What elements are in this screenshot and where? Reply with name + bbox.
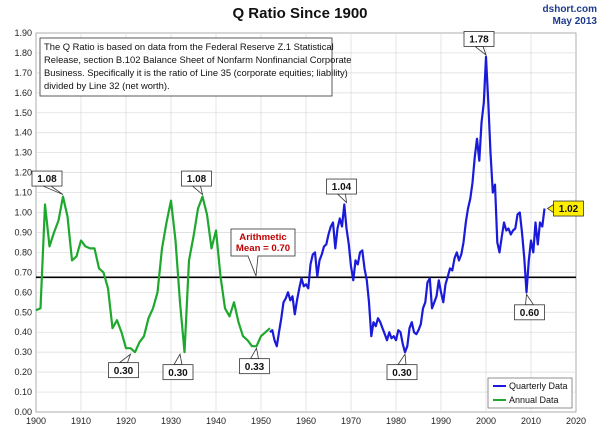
mean-label-frame <box>230 228 296 257</box>
y-tick-label: 1.90 <box>14 28 32 38</box>
y-tick-label: 0.90 <box>14 227 32 237</box>
y-tick-label: 1.10 <box>14 188 32 198</box>
x-tick-label: 2010 <box>521 416 541 426</box>
note-line-4: divided by Line 32 (net worth). <box>44 80 170 91</box>
mean-label-line-2: Mean = 0.70 <box>236 243 290 254</box>
series-line-annual-data <box>35 195 271 354</box>
x-tick-label: 1990 <box>431 416 451 426</box>
note-line-1: The Q Ratio is based on data from the Fe… <box>44 41 334 52</box>
legend: Quarterly Data Annual Data <box>487 377 573 409</box>
y-tick-label: 1.50 <box>14 108 32 118</box>
callout-label: 1.08 <box>187 174 207 185</box>
mean-label-line-1: Arithmetic <box>239 232 287 243</box>
y-tick-label: 1.00 <box>14 208 32 218</box>
legend-frame <box>487 377 573 409</box>
callout-box <box>181 170 212 187</box>
note-box: The Q Ratio is based on data from the Fe… <box>39 37 351 97</box>
y-tick-label: 0.50 <box>14 307 32 317</box>
y-axis-ticks: 0.00 0.10 0.20 0.30 0.40 0.50 0.60 0.70 0.80 0.90… <box>14 28 32 417</box>
date-label: May 2013 <box>553 16 598 27</box>
x-tick-label: 1940 <box>206 416 226 426</box>
callout-label: 0.30 <box>168 368 188 379</box>
y-tick-label: 0.00 <box>14 407 32 417</box>
callout-box <box>31 170 63 187</box>
callout: 1.08 <box>31 170 64 195</box>
callout-box <box>386 364 418 381</box>
chart-title: Q Ratio Since 1900 <box>232 5 367 22</box>
y-tick-label: 0.40 <box>14 327 32 337</box>
callout-label: 1.78 <box>469 35 489 46</box>
callout-label: 0.30 <box>392 368 412 379</box>
y-tick-label: 0.10 <box>14 387 32 397</box>
y-tick-label: 0.20 <box>14 367 32 377</box>
y-tick-label: 0.80 <box>14 247 32 257</box>
source-label: dshort.com <box>543 4 598 15</box>
callout: 1.02 <box>546 200 584 217</box>
x-tick-label: 1910 <box>71 416 91 426</box>
callout: 0.30 <box>162 353 194 381</box>
callout-label: 0.33 <box>245 362 265 373</box>
callout-box <box>463 31 495 47</box>
y-tick-label: 1.20 <box>14 168 32 178</box>
x-tick-label: 1930 <box>161 416 181 426</box>
callout-box <box>553 200 584 217</box>
note-box-frame <box>39 37 333 97</box>
callout: 1.08 <box>181 170 212 196</box>
x-tick-label: 1920 <box>116 416 136 426</box>
callout-box <box>326 178 357 195</box>
series-line-quarterly-data <box>269 55 546 354</box>
y-tick-label: 0.70 <box>14 267 32 277</box>
y-tick-label: 0.60 <box>14 287 32 297</box>
callout: 0.30 <box>108 353 139 379</box>
y-tick-label: 1.80 <box>14 48 32 58</box>
x-tick-label: 2000 <box>476 416 496 426</box>
x-tick-label: 1900 <box>26 416 46 426</box>
x-axis-ticks: 1900 1910 1920 1930 1940 1950 1960 1970 1980 1990… <box>26 416 586 426</box>
x-tick-label: 2020 <box>566 416 586 426</box>
x-tick-label: 1970 <box>341 416 361 426</box>
x-tick-label: 1980 <box>386 416 406 426</box>
callout-label: 1.04 <box>332 182 352 193</box>
mean-label-pointer-mask <box>248 254 258 257</box>
callout-label: 0.30 <box>114 366 134 377</box>
callout: 0.60 <box>514 293 545 321</box>
callout: 0.33 <box>239 347 270 375</box>
legend-label-annual: Annual Data <box>509 395 559 405</box>
callout-box <box>108 362 139 379</box>
x-tick-label: 1950 <box>251 416 271 426</box>
callout-box <box>162 364 194 381</box>
callout-label: 1.08 <box>37 174 57 185</box>
legend-label-quarterly: Quarterly Data <box>509 381 568 391</box>
callout-box <box>514 304 545 321</box>
callouts: 1.08 0.30 0.30 1.08 0.33 1.04 0.30 1.78 0.60 1.02 <box>31 31 584 381</box>
callout-label: 0.60 <box>520 308 540 319</box>
y-tick-label: 1.60 <box>14 88 32 98</box>
callout-label: 1.02 <box>559 204 579 215</box>
x-tick-label: 1960 <box>296 416 316 426</box>
note-line-2: Release, section B.102 Balance Sheet of … <box>44 54 351 65</box>
callout: 0.30 <box>386 352 418 381</box>
y-tick-label: 1.40 <box>14 128 32 138</box>
mean-label-box: Arithmetic Mean = 0.70 <box>230 228 296 277</box>
callout: 1.04 <box>326 178 357 204</box>
series-lines <box>35 55 546 354</box>
note-line-3: Business. Specifically it is the ratio o… <box>44 67 348 78</box>
callout: 1.78 <box>463 31 495 57</box>
y-tick-label: 0.30 <box>14 347 32 357</box>
y-tick-label: 1.30 <box>14 148 32 158</box>
y-tick-label: 1.70 <box>14 68 32 78</box>
callout-box <box>239 358 270 375</box>
